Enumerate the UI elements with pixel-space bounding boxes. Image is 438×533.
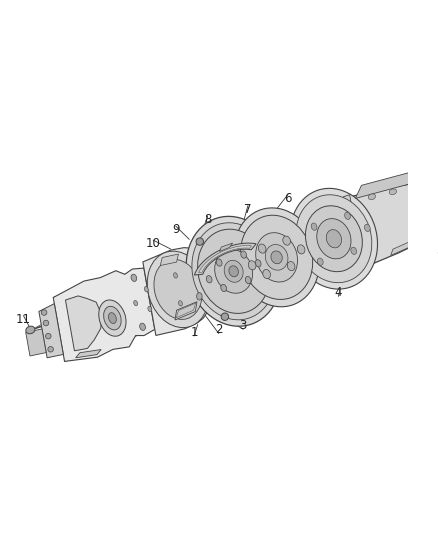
Text: 4: 4 [335, 286, 342, 299]
Ellipse shape [206, 276, 212, 283]
Ellipse shape [41, 310, 47, 316]
Ellipse shape [46, 333, 51, 339]
Text: 6: 6 [284, 191, 292, 205]
Ellipse shape [196, 238, 204, 245]
Ellipse shape [317, 219, 351, 259]
Text: 1: 1 [190, 326, 198, 339]
Ellipse shape [248, 261, 256, 270]
Ellipse shape [409, 184, 416, 190]
Ellipse shape [104, 306, 121, 330]
Ellipse shape [218, 273, 222, 278]
Ellipse shape [43, 320, 49, 326]
Ellipse shape [204, 267, 208, 272]
Ellipse shape [198, 229, 270, 313]
Text: 2: 2 [215, 324, 223, 336]
Ellipse shape [192, 223, 276, 320]
Ellipse shape [234, 208, 319, 307]
Ellipse shape [297, 245, 305, 254]
Ellipse shape [318, 258, 323, 265]
Ellipse shape [154, 260, 202, 319]
Ellipse shape [305, 206, 362, 272]
Ellipse shape [290, 188, 378, 289]
Ellipse shape [263, 270, 270, 279]
Text: 3: 3 [240, 319, 247, 332]
Ellipse shape [148, 306, 152, 312]
Ellipse shape [147, 251, 209, 328]
Text: 7: 7 [244, 203, 252, 216]
Ellipse shape [173, 273, 177, 278]
Ellipse shape [425, 184, 433, 190]
Ellipse shape [99, 300, 126, 336]
Ellipse shape [224, 260, 243, 282]
Ellipse shape [326, 230, 342, 248]
Ellipse shape [311, 223, 317, 230]
Text: 10: 10 [146, 237, 160, 251]
Ellipse shape [145, 287, 148, 292]
Polygon shape [194, 243, 256, 275]
Ellipse shape [351, 247, 357, 254]
Ellipse shape [345, 212, 350, 220]
Ellipse shape [256, 232, 297, 282]
Ellipse shape [389, 189, 396, 195]
Ellipse shape [48, 346, 53, 352]
Ellipse shape [296, 195, 372, 282]
Polygon shape [219, 243, 233, 252]
Ellipse shape [140, 323, 145, 330]
Ellipse shape [240, 215, 313, 300]
Polygon shape [347, 181, 438, 269]
Polygon shape [343, 195, 363, 272]
Ellipse shape [134, 301, 138, 306]
Text: 9: 9 [172, 223, 180, 237]
Polygon shape [160, 254, 178, 265]
Ellipse shape [255, 260, 261, 267]
Ellipse shape [197, 293, 202, 300]
Ellipse shape [265, 245, 288, 270]
Ellipse shape [258, 244, 266, 253]
Ellipse shape [26, 326, 35, 334]
Ellipse shape [229, 266, 238, 277]
Ellipse shape [179, 301, 182, 306]
Ellipse shape [368, 194, 375, 200]
Polygon shape [432, 183, 438, 230]
Ellipse shape [287, 262, 295, 271]
Polygon shape [355, 168, 426, 198]
Polygon shape [175, 302, 197, 320]
Polygon shape [143, 248, 207, 335]
Polygon shape [176, 303, 195, 318]
Ellipse shape [216, 259, 222, 266]
Ellipse shape [364, 224, 370, 231]
Ellipse shape [271, 251, 283, 264]
Ellipse shape [208, 287, 212, 292]
Polygon shape [76, 350, 101, 358]
Text: 11: 11 [16, 313, 31, 326]
Ellipse shape [215, 249, 253, 293]
Polygon shape [53, 268, 155, 361]
Polygon shape [391, 235, 424, 255]
Polygon shape [199, 246, 251, 272]
Ellipse shape [297, 246, 304, 253]
Ellipse shape [221, 285, 226, 292]
Ellipse shape [245, 277, 251, 284]
Polygon shape [26, 329, 46, 356]
Text: 8: 8 [204, 213, 212, 226]
Ellipse shape [186, 216, 281, 326]
Polygon shape [39, 304, 64, 358]
Ellipse shape [109, 313, 117, 324]
Ellipse shape [241, 251, 247, 258]
Ellipse shape [221, 313, 229, 320]
Ellipse shape [283, 236, 290, 245]
Polygon shape [65, 296, 102, 351]
Ellipse shape [131, 274, 137, 281]
Text: 5: 5 [437, 244, 438, 257]
